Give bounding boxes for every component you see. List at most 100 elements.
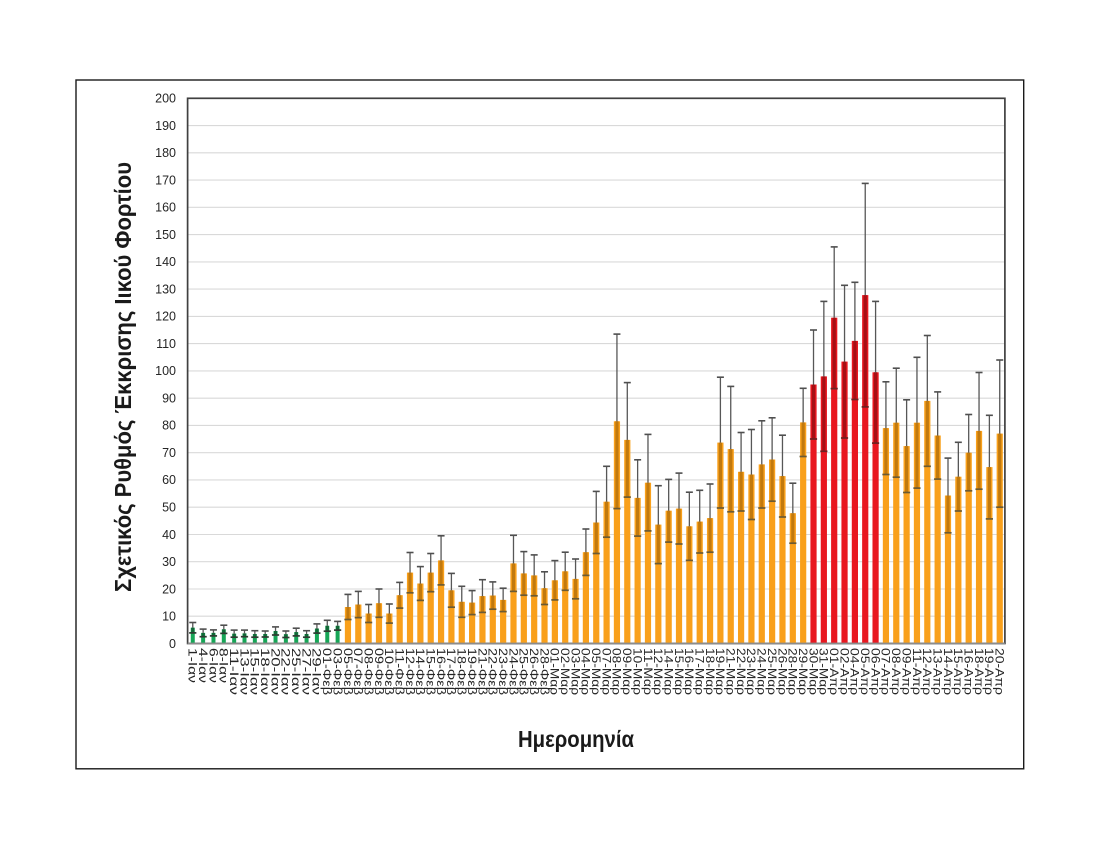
svg-text:09-Απρ: 09-Απρ <box>899 648 913 695</box>
svg-text:29-Μαρ: 29-Μαρ <box>796 648 810 695</box>
svg-text:07-Φεβ: 07-Φεβ <box>351 648 365 695</box>
svg-text:23-Φεβ: 23-Φεβ <box>496 648 510 695</box>
svg-text:28-Μαρ: 28-Μαρ <box>786 648 800 695</box>
svg-text:05-Μαρ: 05-Μαρ <box>589 648 603 695</box>
svg-text:40: 40 <box>162 528 176 542</box>
svg-text:26-Μαρ: 26-Μαρ <box>775 648 789 695</box>
svg-text:08-Απρ: 08-Απρ <box>889 648 903 695</box>
svg-text:29-Ιαν: 29-Ιαν <box>310 648 324 695</box>
svg-text:14-Απρ: 14-Απρ <box>941 648 955 695</box>
svg-text:22-Φεβ: 22-Φεβ <box>486 648 500 695</box>
svg-text:30: 30 <box>162 555 176 569</box>
svg-text:24-Μαρ: 24-Μαρ <box>755 648 769 695</box>
svg-text:60: 60 <box>162 473 176 487</box>
svg-text:21-Φεβ: 21-Φεβ <box>475 648 489 695</box>
svg-text:80: 80 <box>162 419 176 433</box>
svg-text:07-Μαρ: 07-Μαρ <box>599 648 613 695</box>
svg-text:25-Ιαν: 25-Ιαν <box>289 648 303 695</box>
svg-text:180: 180 <box>155 146 176 160</box>
svg-text:140: 140 <box>155 255 176 269</box>
svg-text:70: 70 <box>162 446 176 460</box>
svg-text:0: 0 <box>169 637 176 651</box>
svg-text:22-Μαρ: 22-Μαρ <box>734 648 748 695</box>
svg-text:10-Μαρ: 10-Μαρ <box>630 648 644 695</box>
svg-text:10: 10 <box>162 610 176 624</box>
svg-text:07-Απρ: 07-Απρ <box>879 648 893 695</box>
svg-text:19-Μαρ: 19-Μαρ <box>713 648 727 695</box>
svg-text:15-Φεβ: 15-Φεβ <box>424 648 438 695</box>
svg-text:01-Μαρ: 01-Μαρ <box>548 648 562 695</box>
svg-text:02-Μαρ: 02-Μαρ <box>558 648 572 695</box>
svg-text:90: 90 <box>162 392 176 406</box>
svg-text:28-Φεβ: 28-Φεβ <box>537 648 551 695</box>
svg-text:13-Ιαν: 13-Ιαν <box>237 648 251 695</box>
svg-text:200: 200 <box>155 92 176 106</box>
svg-text:120: 120 <box>155 310 176 324</box>
svg-text:04-Μαρ: 04-Μαρ <box>579 648 593 695</box>
svg-text:22-Ιαν: 22-Ιαν <box>279 648 293 695</box>
svg-text:14-Φεβ: 14-Φεβ <box>413 648 427 695</box>
svg-text:12-Φεβ: 12-Φεβ <box>403 648 417 695</box>
svg-text:11-Απρ: 11-Απρ <box>910 648 924 695</box>
svg-text:19-Απρ: 19-Απρ <box>982 648 996 695</box>
svg-text:08-Φεβ: 08-Φεβ <box>361 648 375 695</box>
svg-text:05-Φεβ: 05-Φεβ <box>341 648 355 695</box>
svg-text:16-Μαρ: 16-Μαρ <box>682 648 696 695</box>
svg-text:15-Ιαν: 15-Ιαν <box>248 648 262 695</box>
svg-text:18-Φεβ: 18-Φεβ <box>455 648 469 695</box>
svg-text:20-Ιαν: 20-Ιαν <box>268 648 282 695</box>
svg-text:6-Ιαν: 6-Ιαν <box>206 648 220 683</box>
svg-text:Σχετικός Ρυθμός Έκκρισης Ιικού: Σχετικός Ρυθμός Έκκρισης Ιικού Φορτίου <box>110 162 136 592</box>
svg-text:1-Ιαν: 1-Ιαν <box>186 648 200 683</box>
svg-text:05-Απρ: 05-Απρ <box>858 648 872 695</box>
svg-text:130: 130 <box>155 282 176 296</box>
svg-text:18-Μαρ: 18-Μαρ <box>703 648 717 695</box>
svg-text:11-Φεβ: 11-Φεβ <box>392 648 406 695</box>
svg-text:26-Φεβ: 26-Φεβ <box>527 648 541 695</box>
svg-text:16-Φεβ: 16-Φεβ <box>434 648 448 695</box>
svg-text:19-Φεβ: 19-Φεβ <box>465 648 479 695</box>
svg-text:160: 160 <box>155 201 176 215</box>
svg-text:06-Απρ: 06-Απρ <box>868 648 882 695</box>
svg-text:01-Απρ: 01-Απρ <box>827 648 841 695</box>
svg-text:4-Ιαν: 4-Ιαν <box>196 648 210 683</box>
svg-text:09-Φεβ: 09-Φεβ <box>372 648 386 695</box>
svg-text:14-Μαρ: 14-Μαρ <box>661 648 675 695</box>
svg-text:15-Απρ: 15-Απρ <box>951 648 965 695</box>
svg-text:25-Φεβ: 25-Φεβ <box>517 648 531 695</box>
svg-text:02-Απρ: 02-Απρ <box>837 648 851 695</box>
svg-text:03-Φεβ: 03-Φεβ <box>330 648 344 695</box>
svg-text:20: 20 <box>162 582 176 596</box>
svg-text:18-Απρ: 18-Απρ <box>972 648 986 695</box>
svg-text:100: 100 <box>155 364 176 378</box>
svg-text:01-Φεβ: 01-Φεβ <box>320 648 334 695</box>
svg-text:21-Μαρ: 21-Μαρ <box>724 648 738 695</box>
svg-text:13-Απρ: 13-Απρ <box>930 648 944 695</box>
svg-text:11-Μαρ: 11-Μαρ <box>641 648 655 695</box>
svg-text:20-Απρ: 20-Απρ <box>993 648 1007 695</box>
svg-text:25-Μαρ: 25-Μαρ <box>765 648 779 695</box>
svg-text:09-Μαρ: 09-Μαρ <box>620 648 634 695</box>
svg-text:18-Ιαν: 18-Ιαν <box>258 648 272 695</box>
svg-text:03-Μαρ: 03-Μαρ <box>568 648 582 695</box>
svg-text:04-Απρ: 04-Απρ <box>848 648 862 695</box>
svg-text:190: 190 <box>155 119 176 133</box>
svg-text:11-Ιαν: 11-Ιαν <box>227 648 241 695</box>
svg-text:08-Μαρ: 08-Μαρ <box>610 648 624 695</box>
svg-text:170: 170 <box>155 173 176 187</box>
svg-text:17-Μαρ: 17-Μαρ <box>693 648 707 695</box>
svg-text:23-Μαρ: 23-Μαρ <box>744 648 758 695</box>
svg-text:110: 110 <box>156 337 176 351</box>
svg-text:150: 150 <box>155 228 176 242</box>
svg-text:15-Μαρ: 15-Μαρ <box>672 648 686 695</box>
svg-text:12-Απρ: 12-Απρ <box>920 648 934 695</box>
svg-text:31-Μαρ: 31-Μαρ <box>817 648 831 695</box>
svg-text:10-Φεβ: 10-Φεβ <box>382 648 396 695</box>
svg-text:Ημερομηνία: Ημερομηνία <box>518 726 634 752</box>
svg-text:16-Απρ: 16-Απρ <box>961 648 975 695</box>
svg-text:24-Φεβ: 24-Φεβ <box>506 648 520 695</box>
svg-text:8-Ιαν: 8-Ιαν <box>217 648 231 683</box>
svg-text:27-Ιαν: 27-Ιαν <box>299 648 313 695</box>
svg-text:30-Μαρ: 30-Μαρ <box>806 648 820 695</box>
svg-text:12-Μαρ: 12-Μαρ <box>651 648 665 695</box>
